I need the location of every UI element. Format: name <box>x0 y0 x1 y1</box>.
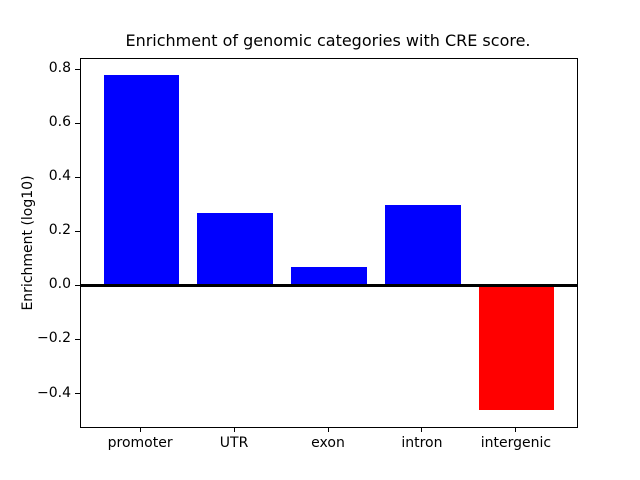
x-tick-label-UTR: UTR <box>219 435 249 451</box>
y-tick-mark <box>75 284 80 286</box>
plot-area <box>80 58 578 428</box>
x-tick-mark <box>327 427 329 432</box>
x-tick-label-intergenic: intergenic <box>480 435 552 451</box>
bar-intron <box>385 204 461 286</box>
y-tick-label: 0.6 <box>48 114 71 131</box>
chart-title: Enrichment of genomic categories with CR… <box>125 31 531 50</box>
zero-baseline <box>81 284 577 288</box>
y-tick-label: −0.4 <box>37 384 71 401</box>
y-tick-label: 0.4 <box>48 168 71 185</box>
x-tick-mark <box>233 427 235 432</box>
y-tick-mark <box>75 230 80 232</box>
y-tick-mark <box>75 338 80 340</box>
bar-exon <box>291 266 367 286</box>
x-tick-mark <box>515 427 517 432</box>
bar-UTR <box>197 212 273 286</box>
bar-intergenic <box>479 285 555 411</box>
y-tick-mark <box>75 122 80 124</box>
y-tick-label: 0.8 <box>48 60 71 77</box>
y-tick-label: 0.2 <box>48 222 71 239</box>
x-tick-label-promoter: promoter <box>107 435 173 451</box>
y-tick-mark <box>75 68 80 70</box>
x-tick-mark <box>139 427 141 432</box>
y-tick-label: −0.2 <box>37 330 71 347</box>
x-tick-label-exon: exon <box>311 435 345 451</box>
y-tick-mark <box>75 393 80 394</box>
bar-promoter <box>103 74 179 286</box>
x-tick-label-intron: intron <box>401 435 443 451</box>
y-axis-label: Enrichment (log10) <box>20 175 36 311</box>
x-tick-mark <box>421 427 423 432</box>
y-tick-label: 0.0 <box>48 276 71 293</box>
y-tick-mark <box>75 176 80 178</box>
